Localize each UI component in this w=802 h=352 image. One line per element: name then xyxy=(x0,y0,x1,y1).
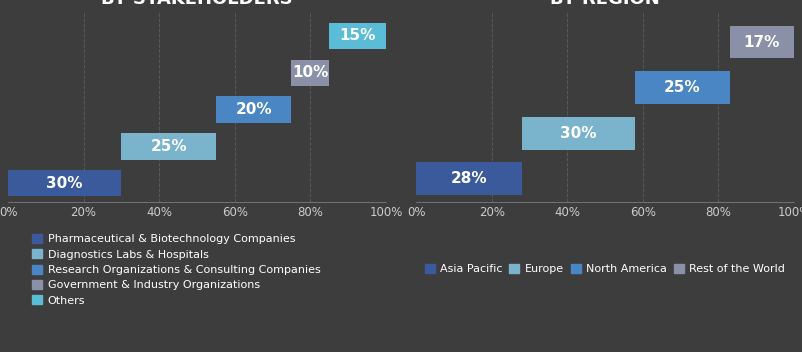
Bar xyxy=(291,59,329,86)
Bar xyxy=(416,162,522,195)
Bar xyxy=(121,133,216,160)
Text: 28%: 28% xyxy=(451,171,488,186)
Title: BY REGION: BY REGION xyxy=(550,0,660,8)
Text: 10%: 10% xyxy=(292,65,329,80)
Legend: Asia Pacific, Europe, North America, Rest of the World: Asia Pacific, Europe, North America, Res… xyxy=(421,261,788,278)
Text: 17%: 17% xyxy=(743,34,780,50)
Bar xyxy=(329,23,386,49)
Bar xyxy=(216,96,291,123)
Text: 30%: 30% xyxy=(561,126,597,141)
Text: 25%: 25% xyxy=(664,80,701,95)
Legend: Pharmaceutical & Biotechnology Companies, Diagnostics Labs & Hospitals, Research: Pharmaceutical & Biotechnology Companies… xyxy=(29,231,324,309)
Bar xyxy=(635,71,730,104)
Text: 25%: 25% xyxy=(150,139,187,154)
Text: 30%: 30% xyxy=(47,176,83,191)
Title: BY STAKEHOLDERS: BY STAKEHOLDERS xyxy=(101,0,293,8)
Text: 20%: 20% xyxy=(235,102,272,117)
Text: 15%: 15% xyxy=(339,29,375,43)
Bar xyxy=(522,117,635,150)
Bar xyxy=(730,26,794,58)
Bar xyxy=(8,170,121,196)
